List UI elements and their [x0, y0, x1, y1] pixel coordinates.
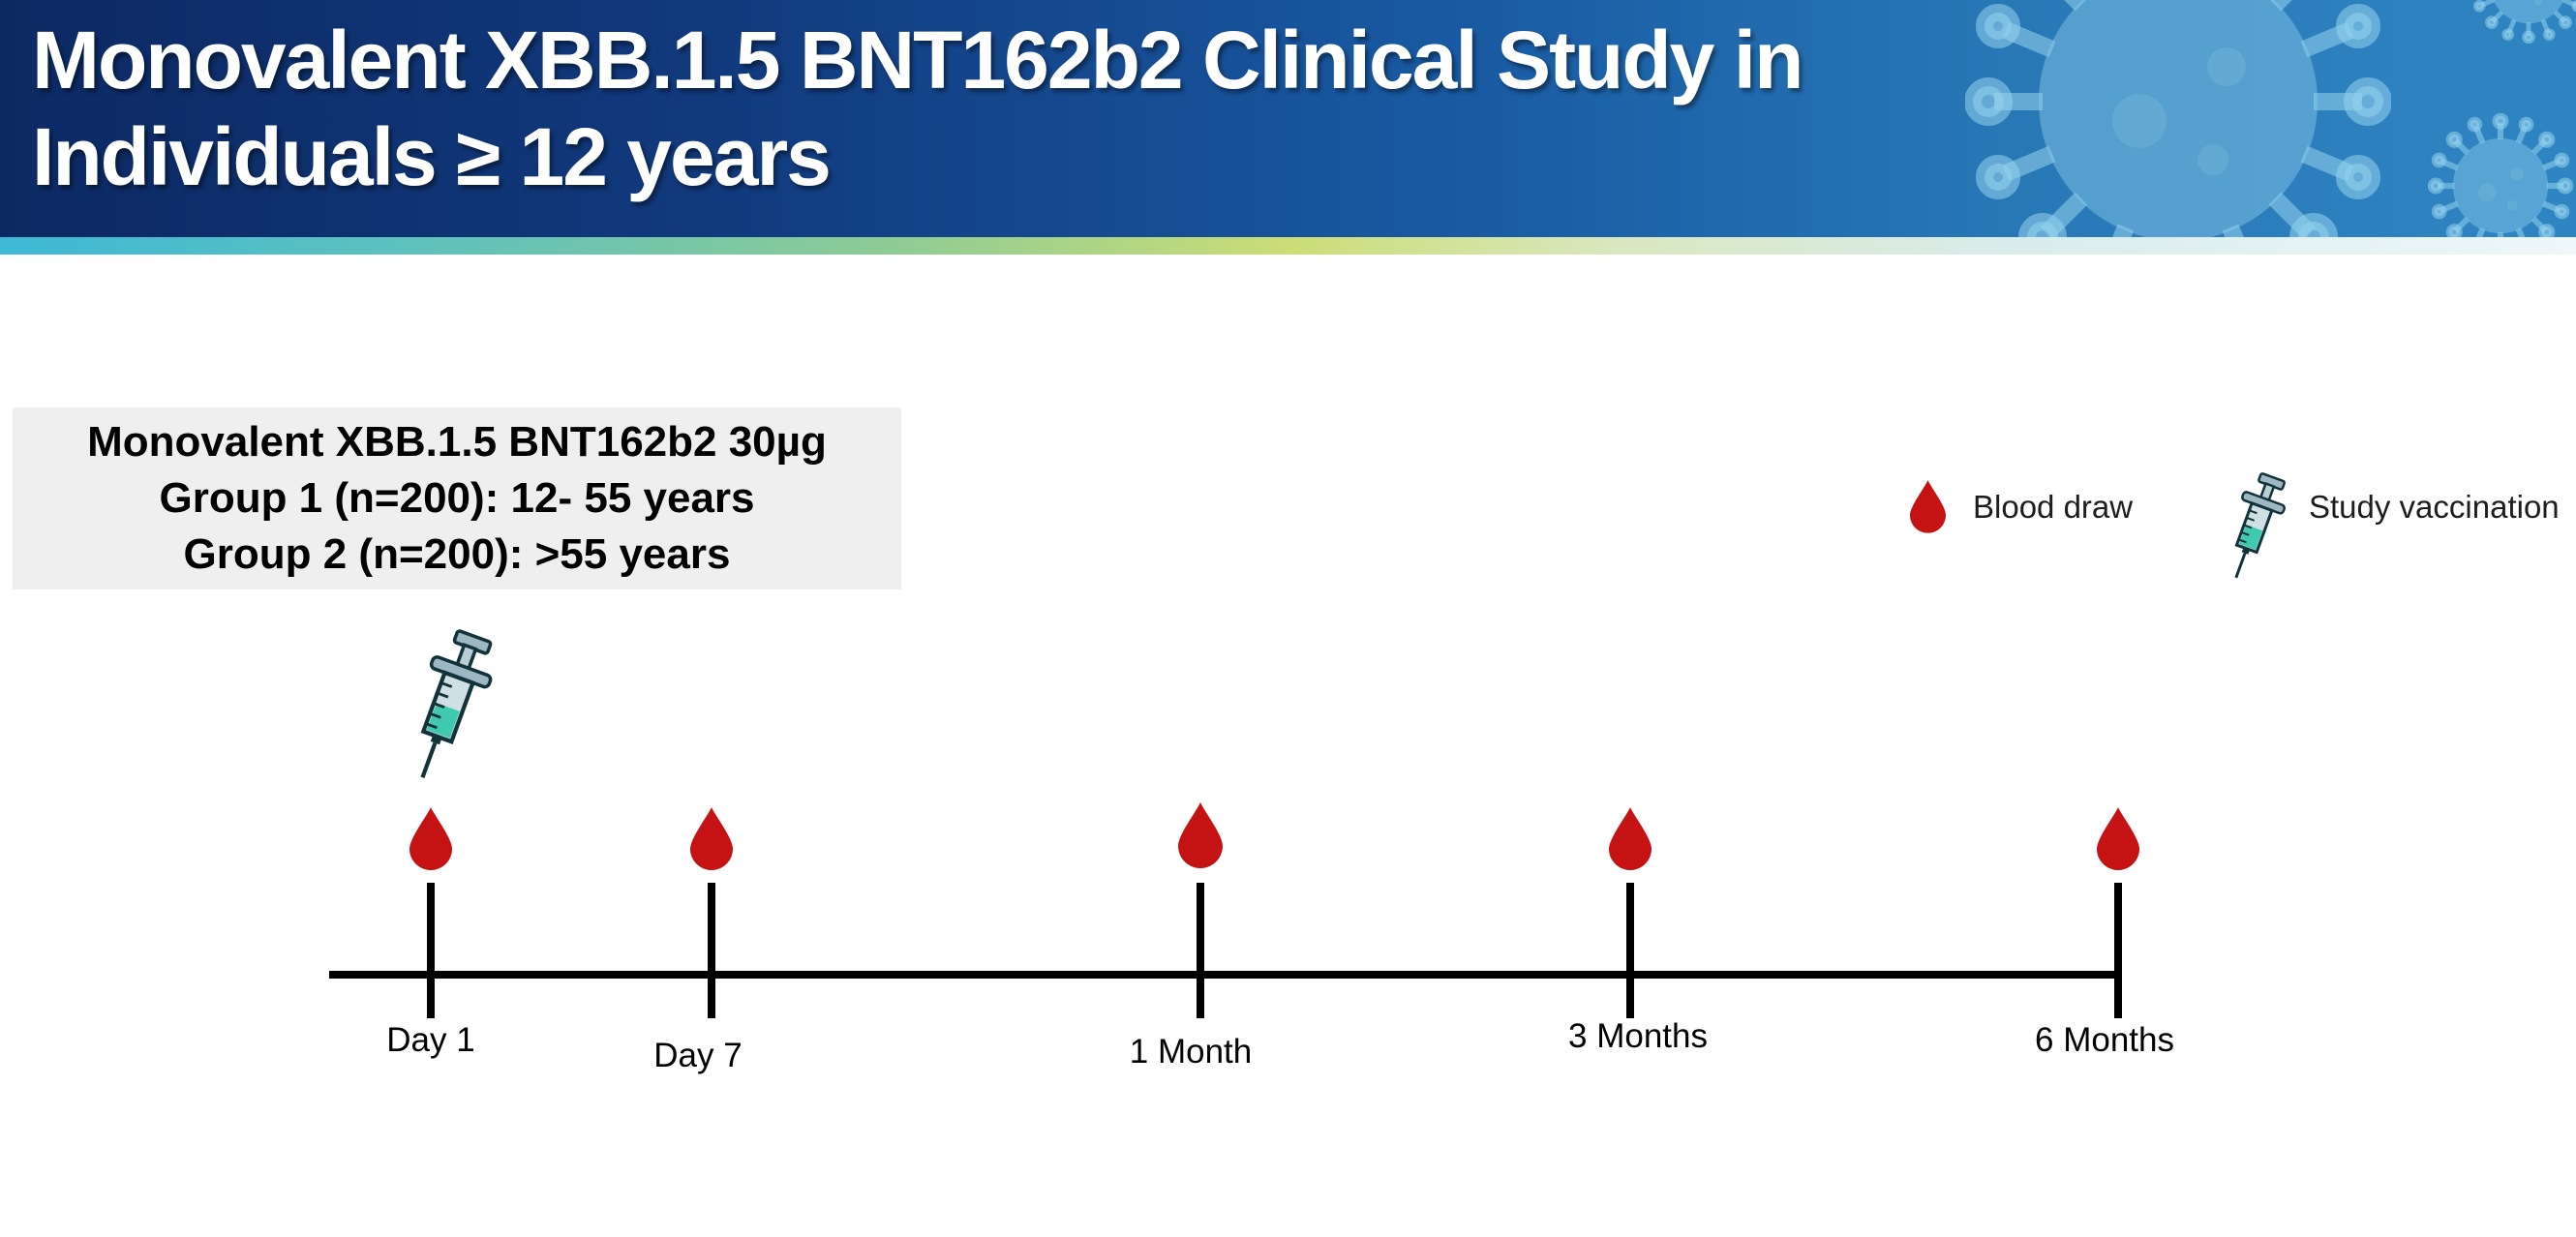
- blood-drop-icon: [690, 806, 733, 870]
- legend-vaccination-label: Study vaccination: [2309, 489, 2560, 525]
- timeline-label: 1 Month: [1129, 1033, 1253, 1071]
- header-banner: Monovalent XBB.1.5 BNT162b2 Clinical Stu…: [0, 0, 2576, 237]
- timeline-label: 3 Months: [1568, 1017, 1708, 1055]
- timeline-tick: [427, 883, 435, 1018]
- blood-drop-icon: [2097, 806, 2139, 870]
- timeline-label: Day 7: [653, 1037, 742, 1074]
- page-title: Monovalent XBB.1.5 BNT162b2 Clinical Stu…: [32, 12, 1803, 205]
- syringe-icon: [379, 618, 515, 796]
- study-info-box: Monovalent XBB.1.5 BNT162b2 30µg Group 1…: [13, 407, 901, 589]
- blood-drop-icon: [409, 806, 452, 870]
- blood-drop-icon: [1178, 800, 1223, 870]
- timeline-tick: [1197, 883, 1204, 1018]
- legend-blood-draw-label: Blood draw: [1973, 489, 2134, 525]
- timeline-axis: [329, 971, 2122, 979]
- header-accent-stripe: [0, 237, 2576, 255]
- page-title-line1: Monovalent XBB.1.5 BNT162b2 Clinical Stu…: [32, 15, 1803, 106]
- page-title-line2: Individuals ≥ 12 years: [32, 111, 832, 202]
- syringe-icon: [2205, 466, 2301, 591]
- timeline-label: 6 Months: [2035, 1021, 2174, 1059]
- timeline-tick: [1626, 883, 1634, 1018]
- study-info-line1: Monovalent XBB.1.5 BNT162b2 30µg: [87, 418, 827, 466]
- blood-drop-icon: [1910, 479, 1946, 533]
- study-info-line3: Group 2 (n=200): >55 years: [183, 530, 731, 578]
- blood-drop-icon: [1609, 806, 1652, 870]
- timeline-label: Day 1: [386, 1021, 475, 1059]
- timeline-tick: [708, 883, 715, 1018]
- study-info-line2: Group 1 (n=200): 12- 55 years: [159, 474, 755, 522]
- timeline-tick: [2114, 883, 2122, 1018]
